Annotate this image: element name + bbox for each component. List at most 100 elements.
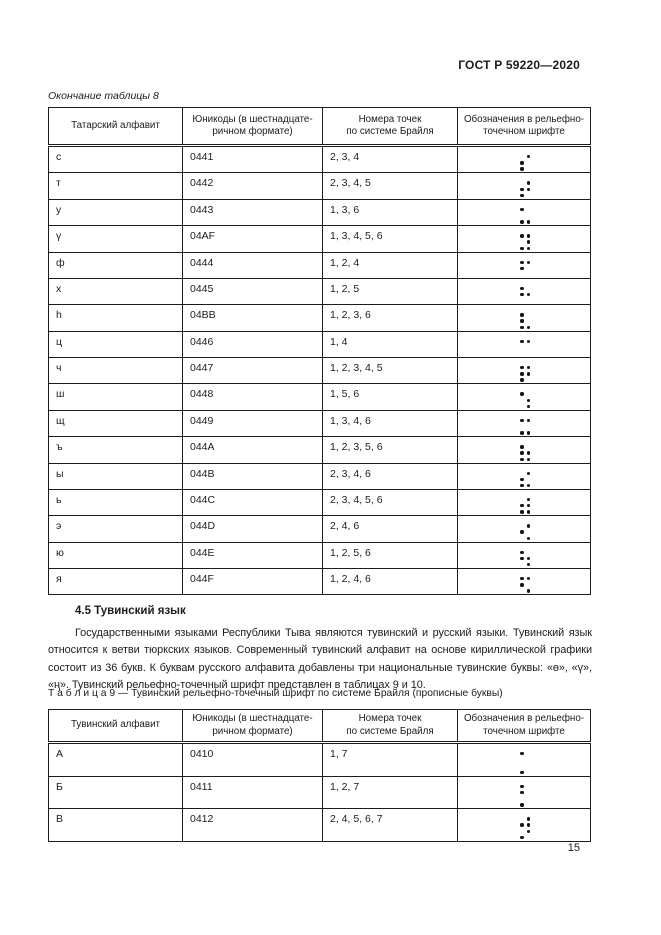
braille-dot-filled	[526, 535, 533, 541]
table9-label: Т а б л и ц а 9 — Тувинский рельефно-точ…	[48, 688, 503, 699]
table-tuvan-braille: Тувинский алфавит Юникоды (в шестнадцате…	[48, 709, 591, 842]
section-paragraph: Государственными языками Республики Тыва…	[48, 627, 592, 692]
braille-dot-empty	[526, 377, 533, 383]
table-row: с 0441 2, 3, 4	[48, 144, 591, 174]
letter-cell: х	[48, 277, 183, 306]
braille-pattern-cell	[457, 462, 591, 490]
braille-dot-filled	[526, 186, 533, 192]
braille-dot-empty	[519, 272, 526, 278]
col-header-dot-numbers: Номера точек по системе Брайля	[322, 107, 458, 147]
unicode-cell: 044C	[182, 488, 323, 517]
braille-dot-filled	[519, 166, 526, 172]
braille-pattern	[519, 523, 533, 541]
braille-dot-filled	[526, 822, 533, 828]
unicode-cell: 0448	[182, 383, 323, 411]
braille-dot-filled	[526, 456, 533, 462]
dot-numbers-cell: 2, 3, 4	[322, 144, 458, 174]
letter-cell: ы	[48, 462, 183, 490]
braille-dot-filled	[519, 450, 526, 456]
braille-pattern	[519, 391, 533, 410]
braille-pattern	[519, 444, 533, 462]
table-row: х 0445 1, 2, 5	[48, 277, 591, 306]
letter-cell: ф	[48, 251, 183, 279]
dot-numbers-cell: 1, 3, 6	[322, 198, 458, 227]
braille-pattern-cell	[457, 488, 591, 517]
braille-pattern-cell	[457, 409, 591, 438]
letter-cell: ч	[48, 356, 183, 385]
unicode-cell: 044F	[182, 567, 323, 596]
col-header-dot-numbers: Номера точек по системе Брайля	[322, 709, 458, 744]
braille-pattern	[519, 549, 532, 567]
braille-pattern-cell	[457, 225, 591, 253]
braille-dot-filled	[519, 790, 526, 796]
braille-pattern-cell	[457, 436, 591, 464]
table-row: т 0442 2, 3, 4, 5	[48, 172, 591, 200]
braille-dot-filled	[526, 245, 533, 251]
col-header-alphabet: Тувинский алфавит	[48, 709, 183, 744]
braille-dot-filled	[519, 365, 526, 371]
letter-cell: щ	[48, 409, 183, 438]
dot-numbers-cell: 1, 7	[322, 742, 458, 777]
braille-dot-filled	[519, 529, 526, 535]
braille-dot-filled	[526, 588, 533, 594]
letter-cell: у	[48, 198, 183, 227]
dot-numbers-cell: 1, 3, 4, 6	[322, 409, 458, 438]
braille-dot-empty	[526, 802, 533, 808]
dot-numbers-cell: 1, 2, 3, 6	[322, 304, 458, 332]
braille-dot-filled	[519, 286, 526, 292]
dot-numbers-cell: 1, 4	[322, 330, 458, 359]
unicode-cell: 0442	[182, 172, 323, 200]
braille-dot-filled	[519, 822, 526, 828]
table-row: ц 0446 1, 4	[48, 330, 591, 359]
braille-pattern	[519, 312, 532, 330]
braille-dot-filled	[526, 450, 533, 456]
braille-pattern-cell	[457, 775, 591, 810]
table-row: Б 0411 1, 2, 7	[48, 775, 591, 810]
braille-pattern-cell	[457, 808, 591, 842]
dot-numbers-cell: 2, 3, 4, 6	[322, 462, 458, 490]
braille-pattern-cell	[457, 172, 591, 200]
braille-dot-filled	[519, 318, 526, 324]
braille-dot-filled	[519, 259, 526, 265]
braille-dot-filled	[526, 483, 533, 489]
table-row: А 0410 1, 7	[48, 742, 591, 777]
braille-pattern	[519, 418, 533, 436]
braille-pattern	[519, 154, 532, 172]
braille-pattern	[519, 816, 533, 841]
braille-dot-filled	[519, 430, 526, 436]
dot-numbers-cell: 1, 2, 5, 6	[322, 541, 458, 570]
braille-pattern	[519, 207, 533, 225]
table-row: ю 044E 1, 2, 5, 6	[48, 541, 591, 570]
dot-numbers-cell: 1, 2, 5	[322, 277, 458, 306]
braille-dot-filled	[519, 576, 526, 582]
letter-cell: ү	[48, 225, 183, 253]
table-row: я 044F 1, 2, 4, 6	[48, 567, 591, 596]
braille-dot-filled	[526, 219, 533, 225]
braille-dot-filled	[519, 509, 526, 515]
braille-dot-empty	[519, 535, 526, 541]
braille-pattern	[519, 233, 533, 251]
letter-cell: А	[48, 742, 183, 777]
table-header: Тувинский алфавит Юникоды (в шестнадцате…	[48, 709, 591, 744]
braille-dot-filled	[519, 245, 526, 251]
braille-pattern-cell	[457, 198, 591, 227]
braille-dot-filled	[526, 338, 533, 344]
braille-dot-filled	[519, 456, 526, 462]
col-header-braille-signs: Обозначения в рельефно- точечном шрифте	[457, 107, 591, 147]
braille-dot-empty	[526, 835, 533, 841]
braille-dot-filled	[526, 418, 533, 424]
table-row: В 0412 2, 4, 5, 6, 7	[48, 808, 591, 842]
letter-cell: В	[48, 808, 183, 842]
braille-dot-filled	[526, 397, 533, 403]
braille-pattern	[519, 365, 533, 383]
letter-cell: h	[48, 304, 183, 332]
braille-pattern-cell	[457, 144, 591, 174]
braille-dot-filled	[519, 219, 526, 225]
letter-cell: ь	[48, 488, 183, 517]
braille-dot-filled	[519, 783, 526, 789]
braille-dot-empty	[519, 404, 526, 410]
braille-dot-filled	[526, 523, 533, 529]
braille-pattern-cell	[457, 330, 591, 359]
letter-cell: э	[48, 515, 183, 543]
braille-pattern-cell	[457, 541, 591, 570]
